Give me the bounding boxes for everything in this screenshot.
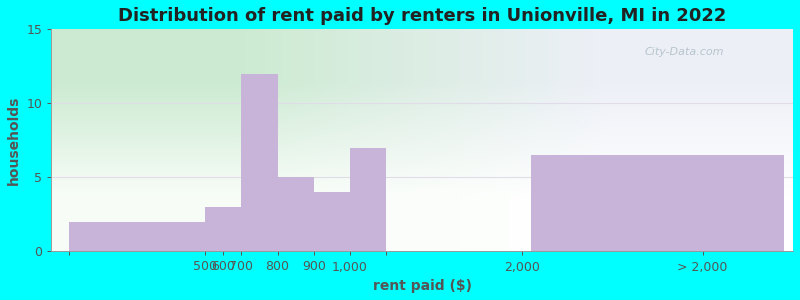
Y-axis label: households: households [7,96,21,185]
Bar [530,155,784,251]
Bar [205,207,242,251]
Bar [314,192,350,251]
Bar [242,74,278,251]
Bar [70,222,205,251]
Title: Distribution of rent paid by renters in Unionville, MI in 2022: Distribution of rent paid by renters in … [118,7,726,25]
Bar [278,177,314,251]
Bar [350,148,386,251]
X-axis label: rent paid ($): rent paid ($) [373,279,472,293]
Text: City-Data.com: City-Data.com [645,47,724,57]
